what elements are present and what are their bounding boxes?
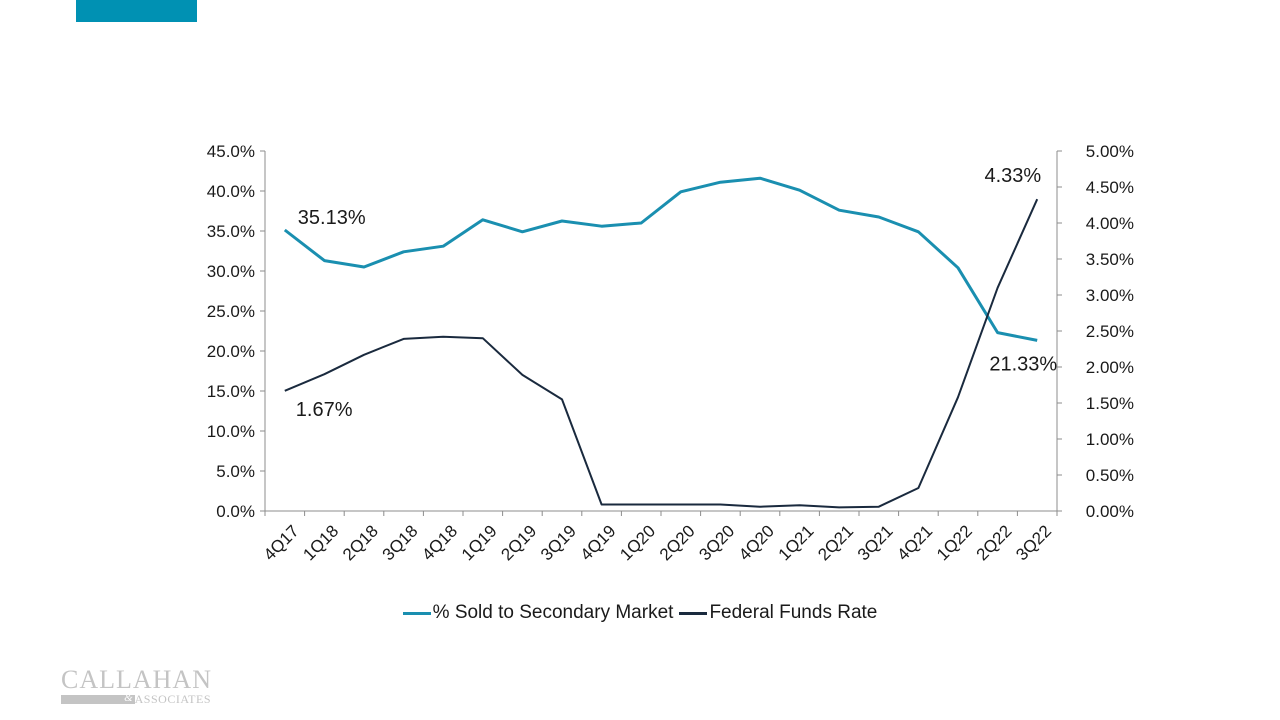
data-label: 21.33% xyxy=(989,353,1057,375)
legend-label-secondary-market: % Sold to Secondary Market xyxy=(432,602,674,623)
logo-ampersand: & xyxy=(124,691,133,704)
legend-label-fed-funds: Federal Funds Rate xyxy=(709,602,878,623)
left-axis-tick-label: 35.0% xyxy=(207,222,255,241)
x-axis-tick-label: 3Q20 xyxy=(695,521,738,564)
title-accent-bar xyxy=(76,0,197,22)
data-label: 35.13% xyxy=(298,207,366,229)
x-axis-tick-label: 4Q19 xyxy=(577,521,620,564)
right-axis-tick-label: 0.00% xyxy=(1086,502,1134,521)
x-axis-tick-label: 3Q19 xyxy=(537,521,580,564)
data-label: 4.33% xyxy=(984,165,1041,187)
x-axis-tick-label: 3Q22 xyxy=(1012,521,1055,564)
left-axis-tick-label: 40.0% xyxy=(207,182,255,201)
legend-swatch-secondary-market xyxy=(402,611,431,615)
left-axis-tick-label: 0.0% xyxy=(216,502,255,521)
x-axis-tick-label: 2Q20 xyxy=(656,521,699,564)
data-label: 1.67% xyxy=(296,399,353,421)
right-axis-tick-label: 1.50% xyxy=(1086,394,1134,413)
left-axis-tick-label: 45.0% xyxy=(207,142,255,161)
logo-bar: & xyxy=(61,691,135,704)
right-axis-tick-label: 4.00% xyxy=(1086,214,1134,233)
series-line-secondary-market xyxy=(283,176,1038,342)
right-axis-tick-label: 3.50% xyxy=(1086,250,1134,269)
right-axis-tick-label: 1.00% xyxy=(1086,430,1134,449)
x-axis-tick-label: 1Q20 xyxy=(616,521,659,564)
x-axis-tick-label: 1Q22 xyxy=(933,521,976,564)
right-axis-tick-label: 3.00% xyxy=(1086,286,1134,305)
right-axis-tick-label: 2.50% xyxy=(1086,322,1134,341)
x-axis-tick-label: 2Q22 xyxy=(973,521,1016,564)
callahan-logo: CALLAHAN & ASSOCIATES xyxy=(61,665,212,706)
left-axis-tick-label: 25.0% xyxy=(207,302,255,321)
right-axis-tick-label: 5.00% xyxy=(1086,142,1134,161)
x-axis-tick-label: 4Q21 xyxy=(893,521,936,564)
series-line-fed-funds xyxy=(284,198,1039,509)
x-axis-tick-label: 3Q18 xyxy=(379,521,422,564)
left-axis-tick-label: 30.0% xyxy=(207,262,255,281)
x-axis-tick-label: 4Q18 xyxy=(418,521,461,564)
legend-swatch-fed-funds xyxy=(679,611,708,615)
logo-wordmark: CALLAHAN xyxy=(61,665,212,694)
left-axis-tick-label: 10.0% xyxy=(207,422,255,441)
right-axis-tick-label: 4.50% xyxy=(1086,178,1134,197)
left-axis-tick-label: 20.0% xyxy=(207,342,255,361)
logo-associates: ASSOCIATES xyxy=(134,692,211,706)
legend-item-fed-funds: Federal Funds Rate xyxy=(679,602,877,624)
x-axis-tick-label: 4Q20 xyxy=(735,521,778,564)
right-axis-tick-label: 0.50% xyxy=(1086,466,1134,485)
left-axis-tick-label: 15.0% xyxy=(207,382,255,401)
x-axis-tick-label: 1Q19 xyxy=(458,521,501,564)
x-axis-tick-label: 4Q17 xyxy=(260,521,303,564)
x-axis-tick-label: 1Q21 xyxy=(775,521,818,564)
right-axis-tick-label: 2.00% xyxy=(1086,358,1134,377)
x-axis-tick-label: 2Q21 xyxy=(814,521,857,564)
legend-item-secondary-market: % Sold to Secondary Market xyxy=(402,602,674,624)
x-axis-tick-label: 1Q18 xyxy=(299,521,342,564)
chart-legend: % Sold to Secondary Market Federal Funds… xyxy=(0,602,1280,624)
x-axis-tick-label: 2Q19 xyxy=(497,521,540,564)
x-axis-tick-label: 3Q21 xyxy=(854,521,897,564)
left-axis-tick-label: 5.0% xyxy=(216,462,255,481)
x-axis-tick-label: 2Q18 xyxy=(339,521,382,564)
